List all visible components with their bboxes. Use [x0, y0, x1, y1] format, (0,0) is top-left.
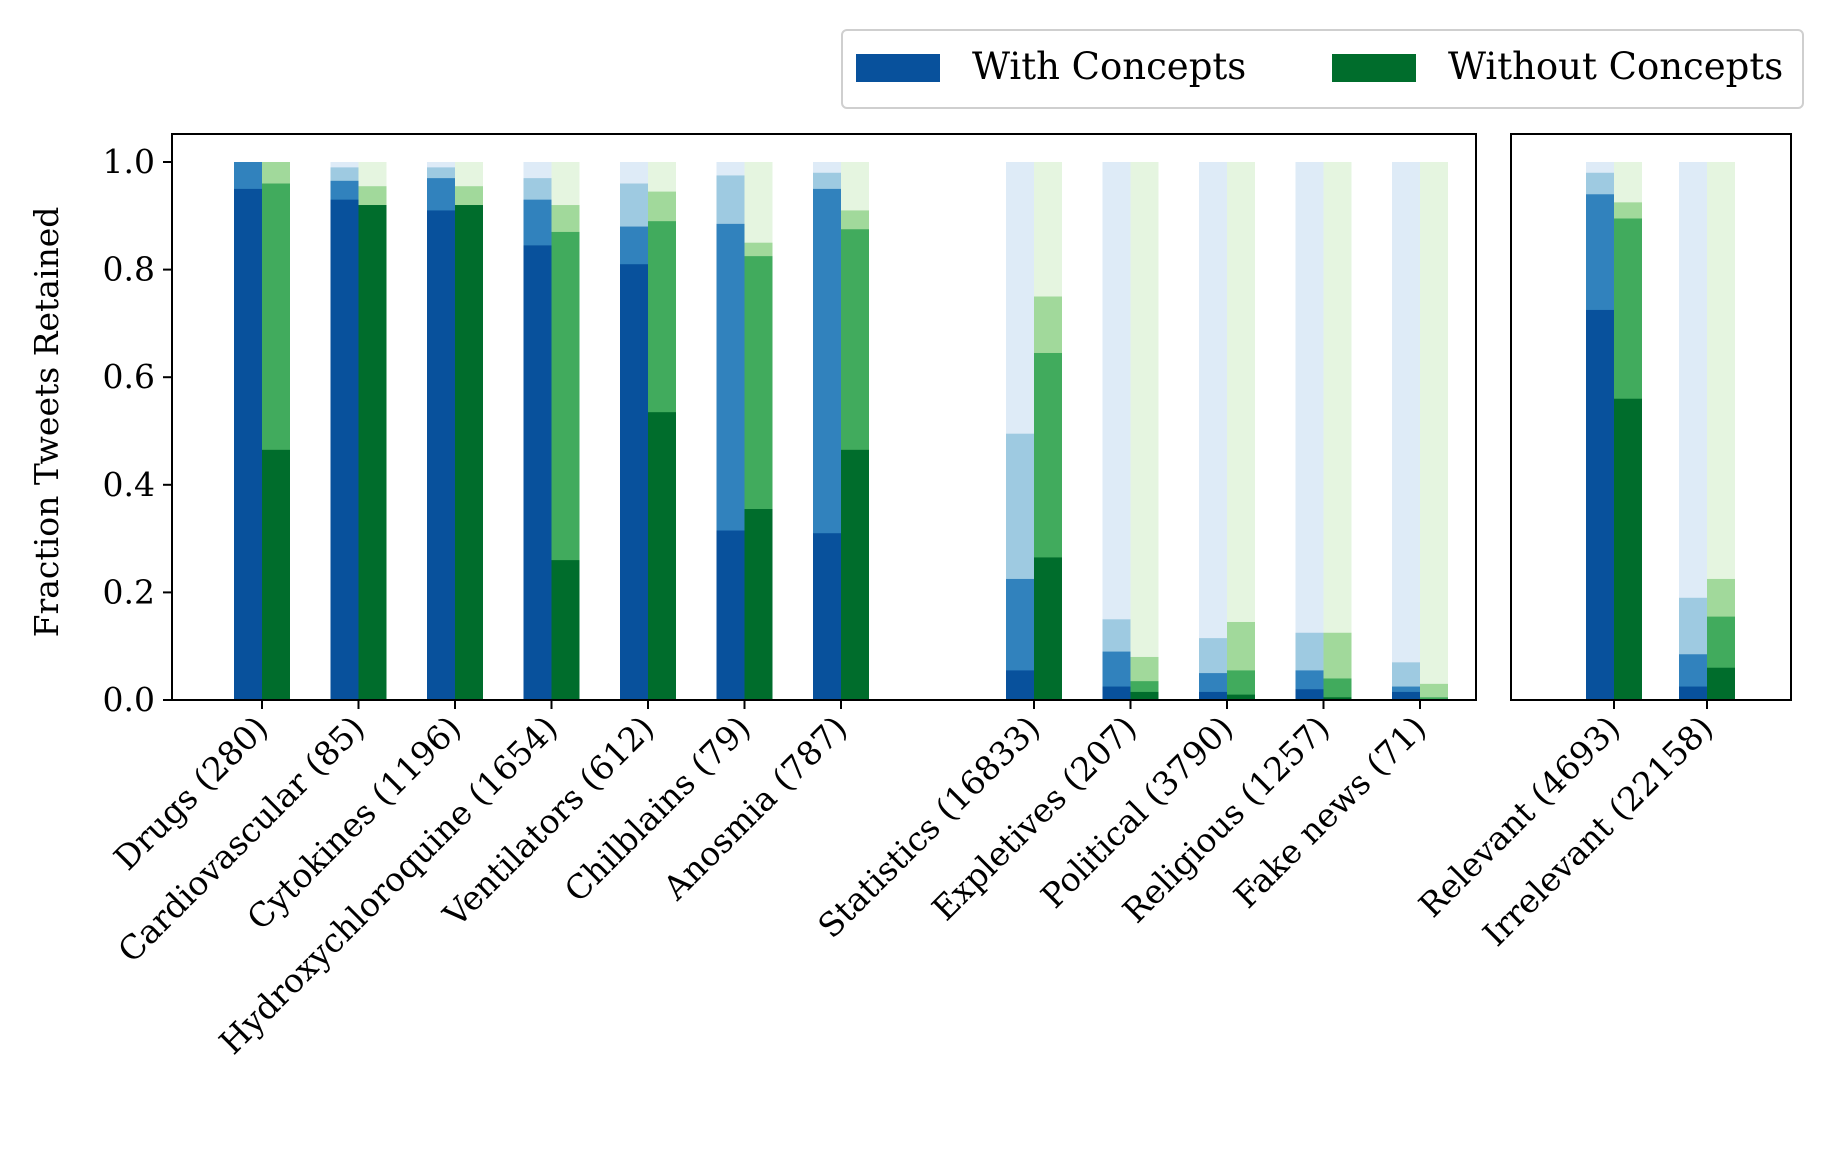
bar-without-concepts-political-3790-level-0 [1227, 694, 1255, 700]
bar-without-concepts-ventilators-612-level-0 [648, 412, 676, 700]
bar-with-concepts-cardiovascular-85-level-0 [330, 199, 359, 700]
bar-without-concepts-drugs-280-level-0 [262, 449, 290, 700]
bar-with-concepts-expletives-207-level-0 [1102, 686, 1131, 700]
y-tick-label-3: 0.6 [103, 357, 155, 396]
legend-swatch-without-concepts [1332, 54, 1416, 82]
bar-without-concepts-fake-news-71-level-2 [1420, 683, 1448, 700]
bar-without-concepts-relevant-4693-level-0 [1614, 398, 1642, 700]
legend-frame [841, 29, 1804, 109]
bar-without-concepts-religious-1257-level-1 [1323, 678, 1352, 700]
bar-with-concepts-anosmia-787-level-0 [813, 533, 841, 700]
bar-with-concepts-hydroxychloroquine-1654-level-0 [523, 245, 552, 700]
y-tick-label-1: 0.2 [103, 572, 155, 611]
plot-panel-summary: Relevant (4693)Irrelevant (22158) [1411, 133, 1792, 954]
bar-without-concepts-religious-1257-level-3 [1323, 162, 1352, 700]
bar-without-concepts-hydroxychloroquine-1654-level-0 [551, 560, 580, 700]
legend-swatch-with-concepts [856, 54, 940, 82]
bar-with-concepts-ventilators-612-level-0 [620, 264, 648, 700]
bar-without-concepts-fake-news-71-level-3 [1420, 162, 1448, 700]
y-tick-label-4: 0.8 [103, 250, 155, 289]
y-tick-label-0: 0.0 [103, 680, 155, 719]
plot-frame-1 [1510, 133, 1792, 701]
legend-label-with-concepts: With Concepts [972, 45, 1246, 88]
bar-with-concepts-political-3790-level-3 [1199, 162, 1227, 700]
y-axis: 0.0 0.2 0.4 0.6 0.8 1.0 [103, 142, 172, 719]
bar-without-concepts-cardiovascular-85-level-0 [358, 205, 387, 701]
legend: With Concepts Without Concepts [841, 29, 1804, 109]
bar-with-concepts-cytokines-1196-level-0 [427, 210, 455, 701]
bar-without-concepts-chilblains-79-level-0 [744, 509, 773, 700]
bar-without-concepts-religious-1257-level-0 [1323, 697, 1352, 700]
bar-with-concepts-religious-1257-level-3 [1295, 162, 1324, 700]
bar-with-concepts-relevant-4693-level-0 [1586, 309, 1614, 700]
bar-with-concepts-fake-news-71-level-0 [1392, 691, 1420, 700]
bar-without-concepts-political-3790-level-3 [1227, 162, 1255, 700]
bar-without-concepts-cytokines-1196-level-0 [455, 205, 483, 701]
bar-without-concepts-expletives-207-level-3 [1130, 162, 1159, 700]
bar-without-concepts-statistics-16833-level-0 [1034, 557, 1062, 700]
bar-without-concepts-expletives-207-level-0 [1130, 691, 1159, 700]
bar-with-concepts-political-3790-level-0 [1199, 691, 1227, 700]
y-axis-label: Fraction Tweets Retained [27, 207, 66, 638]
legend-label-without-concepts: Without Concepts [1448, 45, 1783, 88]
bar-with-concepts-religious-1257-level-0 [1295, 689, 1324, 700]
bar-without-concepts-fake-news-71-level-1 [1420, 697, 1448, 700]
bar-with-concepts-fake-news-71-level-3 [1392, 162, 1420, 700]
plot-panel-main: Drugs (280)Cardiovascular (85)Cytokines … [106, 133, 1477, 1062]
bar-with-concepts-statistics-16833-level-0 [1006, 670, 1034, 700]
y-tick-label-2: 0.4 [103, 465, 155, 504]
y-tick-label-5: 1.0 [103, 142, 155, 181]
bar-with-concepts-chilblains-79-level-0 [716, 530, 745, 700]
bar-without-concepts-irrelevant-22158-level-0 [1707, 667, 1735, 700]
bar-with-concepts-irrelevant-22158-level-0 [1679, 686, 1707, 700]
bar-with-concepts-drugs-280-level-0 [234, 188, 262, 700]
bar-with-concepts-expletives-207-level-3 [1102, 162, 1131, 700]
bar-without-concepts-anosmia-787-level-0 [841, 449, 869, 700]
plot-frame-0 [171, 133, 1477, 701]
